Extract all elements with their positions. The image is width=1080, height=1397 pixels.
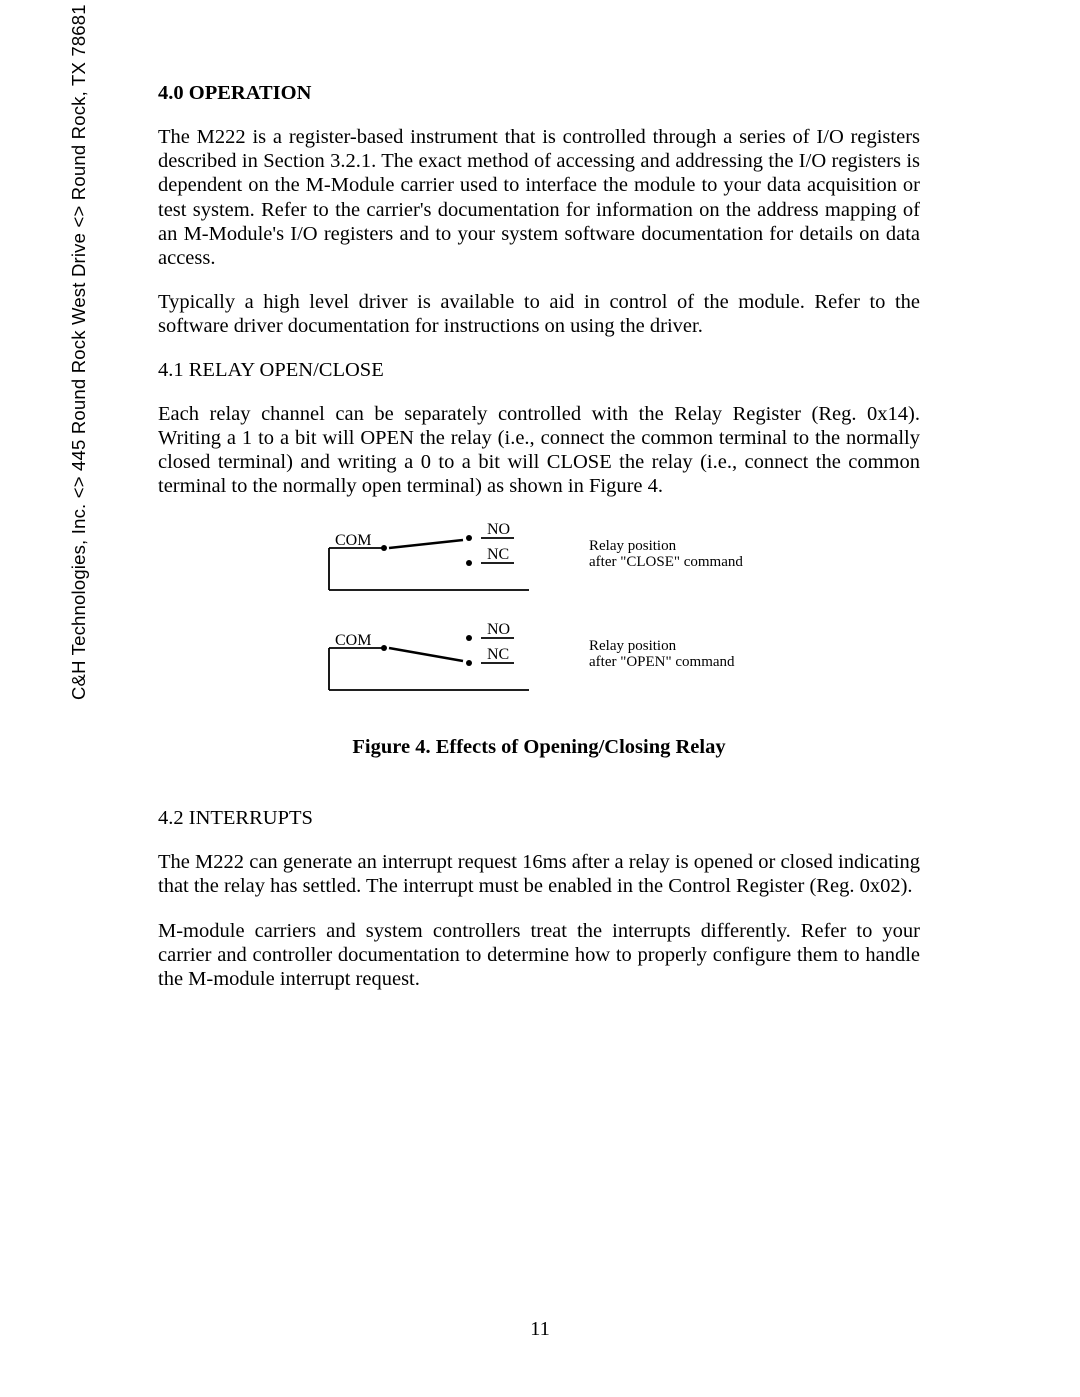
para-4-0-b: Typically a high level driver is availab… [158, 290, 920, 338]
svg-text:COM: COM [335, 632, 371, 649]
para-4-1: Each relay channel can be separately con… [158, 402, 920, 499]
page-number: 11 [0, 1318, 1080, 1341]
svg-text:COM: COM [335, 532, 371, 549]
svg-text:NC: NC [487, 646, 509, 663]
heading-4-1: 4.1 RELAY OPEN/CLOSE [158, 359, 920, 382]
para-4-0-a: The M222 is a register-based instrument … [158, 125, 920, 270]
svg-text:after "OPEN" command: after "OPEN" command [589, 654, 735, 670]
svg-text:NO: NO [487, 521, 510, 538]
heading-4-0: 4.0 OPERATION [158, 82, 920, 105]
svg-text:Relay position: Relay position [589, 638, 677, 654]
svg-text:Relay position: Relay position [589, 538, 677, 554]
svg-text:NC: NC [487, 546, 509, 563]
sidebar-company-text: C&H Technologies, Inc. <> 445 Round Rock… [68, 0, 90, 700]
figure-4-area: COMNONCRelay positionafter "CLOSE" comma… [158, 518, 920, 759]
figure-4-diagram: COMNONCRelay positionafter "CLOSE" comma… [299, 518, 779, 718]
heading-4-2: 4.2 INTERRUPTS [158, 807, 920, 830]
page-content: 4.0 OPERATION The M222 is a register-bas… [158, 82, 920, 1011]
svg-text:NO: NO [487, 621, 510, 638]
para-4-2-a: The M222 can generate an interrupt reque… [158, 850, 920, 898]
svg-text:after "CLOSE" command: after "CLOSE" command [589, 554, 743, 570]
para-4-2-b: M-module carriers and system controllers… [158, 919, 920, 992]
figure-4-caption: Figure 4. Effects of Opening/Closing Rel… [158, 736, 920, 759]
